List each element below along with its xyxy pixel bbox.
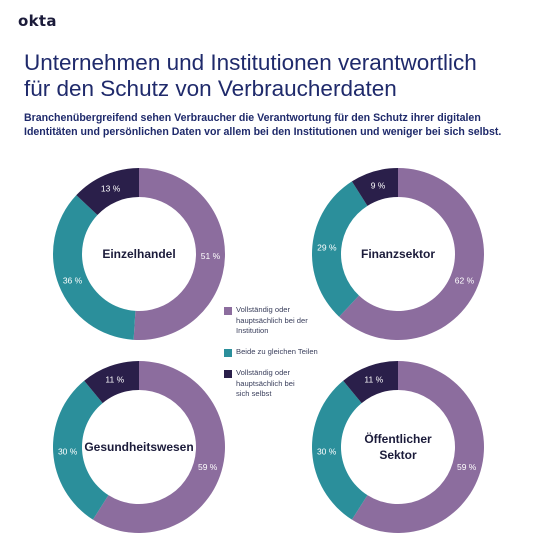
donut-slice-self (76, 168, 139, 215)
donut-slice-shared (53, 195, 136, 340)
donut-slice-shared (311, 181, 368, 317)
donut-title: Finanzsektor (361, 247, 435, 261)
subtitle-line-1: Branchenübergreifend sehen Verbraucher d… (24, 112, 481, 124)
donut-slice-shared (53, 380, 109, 520)
donut-value-label: 11 % (364, 375, 383, 385)
donut-title: Öffentlicher (364, 431, 432, 446)
donut-value-label: 13 % (101, 183, 121, 193)
donut-slice-self (343, 361, 398, 404)
donut-chart-3: 59 % 30 % 11 % Gesundheitswesen (53, 361, 225, 533)
donut-value-label: 30 % (317, 446, 337, 456)
donut-chart-4: 59 % 30 % 11 % Öffentlicher Sektor (312, 361, 484, 533)
donut-value-label: 51 % (201, 251, 221, 261)
donut-title: Gesundheitswesen (84, 440, 193, 454)
legend-swatch (224, 307, 232, 315)
donut-chart-1: 51 % 36 % 13 % Einzelhandel (53, 168, 226, 341)
legend-label: Vollständig oder hauptsächlich bei der Ins… (236, 305, 308, 335)
legend-swatch (224, 370, 232, 378)
title-line-2: für den Schutz von Verbraucherdaten (24, 76, 397, 101)
title-line-1: Unternehmen und Institutionen verantwort… (24, 50, 477, 75)
donut-value-label: 30 % (58, 446, 78, 456)
donut-chart-2: 62 % 29 % 9 % Finanzsektor (311, 168, 484, 340)
legend-label: Vollständig oder hauptsächlich bei sich se… (236, 368, 295, 398)
donut-slice-institution (339, 168, 484, 340)
page-subtitle: Branchenübergreifend sehen Verbraucher d… (24, 111, 524, 139)
donut-value-label: 9 % (371, 180, 386, 190)
donut-value-label: 36 % (63, 275, 83, 285)
donut-value-label: 11 % (105, 375, 124, 385)
okta-logo: okta (18, 12, 57, 30)
donut-value-label: 59 % (457, 462, 477, 472)
donut-slice-institution (133, 168, 226, 341)
donut-title: Sektor (379, 448, 417, 462)
donut-slice-shared (312, 380, 368, 520)
donut-slice-self (351, 168, 398, 206)
donut-value-label: 62 % (455, 275, 475, 285)
subtitle-line-2: Identitäten und persönlichen Daten vor a… (24, 126, 502, 138)
donut-value-label: 29 % (317, 242, 337, 252)
page-title: Unternehmen und Institutionen verantwort… (24, 50, 524, 102)
donut-title: Einzelhandel (102, 247, 175, 261)
donut-slice-self (84, 361, 139, 404)
legend-swatch (224, 349, 232, 357)
donut-slice-institution (351, 361, 484, 533)
donut-slice-institution (92, 361, 225, 533)
legend-label: Beide zu gleichen Teilen (236, 347, 318, 356)
donut-value-label: 59 % (198, 462, 218, 472)
